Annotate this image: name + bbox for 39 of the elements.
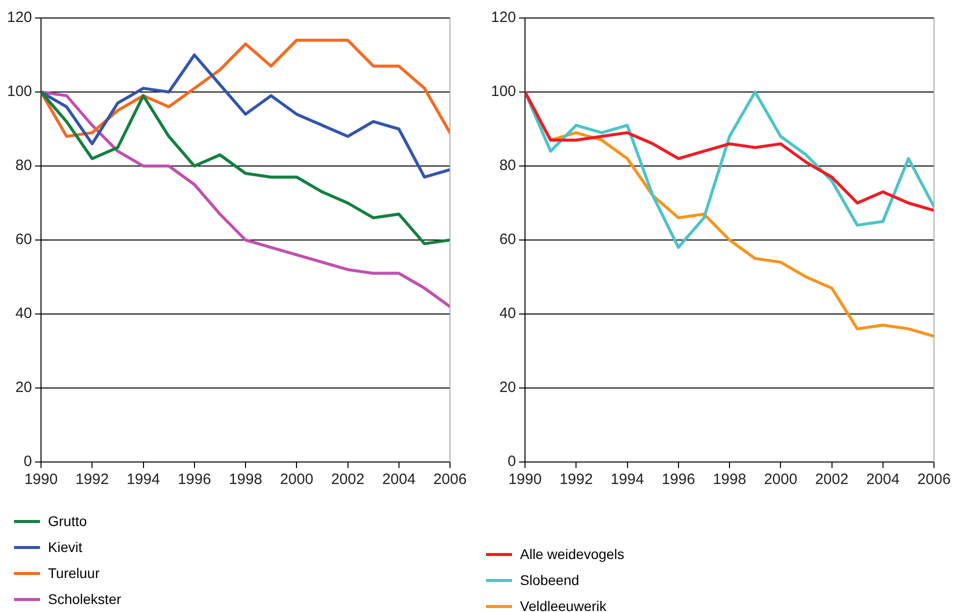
x-tick-label: 2006 xyxy=(917,471,951,488)
x-tick-label: 1992 xyxy=(75,471,109,488)
y-tick-label: 60 xyxy=(15,231,32,248)
x-tick-label: 1992 xyxy=(559,471,593,488)
y-tick-label: 0 xyxy=(508,453,516,470)
x-tick-label: 1990 xyxy=(24,471,58,488)
x-tick-label: 1998 xyxy=(228,471,262,488)
legend-label: Kievit xyxy=(48,539,82,555)
y-tick-label: 20 xyxy=(499,379,516,396)
x-tick-label: 1990 xyxy=(508,471,542,488)
x-tick-label: 1994 xyxy=(126,471,160,488)
x-tick-label: 2004 xyxy=(866,471,900,488)
legend-label: Tureluur xyxy=(48,565,100,581)
y-tick-label: 100 xyxy=(490,83,516,100)
legend-label: Scholekster xyxy=(48,591,122,607)
y-tick-label: 100 xyxy=(6,83,32,100)
y-tick-label: 60 xyxy=(499,231,516,248)
legend-label: Veldleeuwerik xyxy=(520,598,606,612)
y-tick-label: 80 xyxy=(15,157,32,174)
y-tick-label: 0 xyxy=(24,453,32,470)
x-tick-label: 2002 xyxy=(815,471,848,488)
y-tick-label: 20 xyxy=(15,379,32,396)
x-tick-label: 2000 xyxy=(280,471,314,488)
y-tick-label: 120 xyxy=(490,9,516,26)
legend-label: Slobeend xyxy=(520,572,580,588)
y-tick-label: 40 xyxy=(15,305,32,322)
x-tick-label: 1994 xyxy=(610,471,644,488)
x-tick-label: 2006 xyxy=(433,471,467,488)
x-tick-label: 1996 xyxy=(178,471,212,488)
legend-label: Grutto xyxy=(48,513,87,529)
x-tick-label: 2000 xyxy=(764,471,798,488)
x-tick-label: 2004 xyxy=(382,471,416,488)
y-tick-label: 120 xyxy=(6,9,32,26)
x-tick-label: 1996 xyxy=(662,471,696,488)
legend-label: Alle weidevogels xyxy=(520,546,624,562)
y-tick-label: 40 xyxy=(499,305,516,322)
y-tick-label: 80 xyxy=(499,157,516,174)
x-tick-label: 1998 xyxy=(712,471,746,488)
x-tick-label: 2002 xyxy=(331,471,364,488)
